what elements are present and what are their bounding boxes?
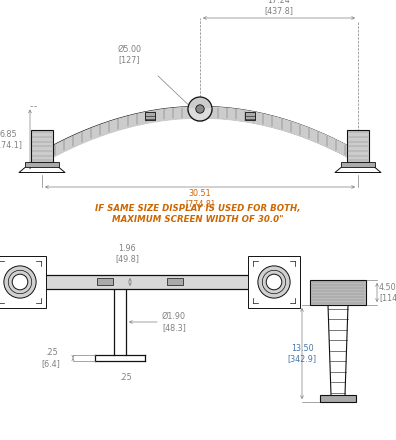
- Text: 13.50
[342.9]: 13.50 [342.9]: [287, 344, 316, 363]
- Bar: [0, 256, 46, 308]
- Circle shape: [12, 274, 28, 290]
- Circle shape: [258, 266, 290, 298]
- Bar: [245, 111, 255, 120]
- Bar: [310, 280, 366, 305]
- Bar: [248, 256, 300, 308]
- Bar: [320, 395, 356, 402]
- Text: 4.50
[114.3]: 4.50 [114.3]: [379, 283, 396, 302]
- Text: 17.24
[437.8]: 17.24 [437.8]: [265, 0, 293, 15]
- Bar: [341, 162, 375, 168]
- Bar: [145, 111, 155, 120]
- Text: 6.85
[174.1]: 6.85 [174.1]: [0, 130, 23, 149]
- Circle shape: [196, 105, 204, 113]
- Text: .25
[6.4]: .25 [6.4]: [42, 348, 61, 368]
- Text: 30.51
[774.8]: 30.51 [774.8]: [185, 189, 215, 209]
- Text: MAXIMUM SCREEN WIDTH OF 30.0": MAXIMUM SCREEN WIDTH OF 30.0": [112, 214, 284, 224]
- Bar: [25, 162, 59, 168]
- Text: IF SAME SIZE DISPLAY IS USED FOR BOTH,: IF SAME SIZE DISPLAY IS USED FOR BOTH,: [95, 203, 301, 213]
- Bar: [22, 275, 272, 289]
- Text: .25: .25: [119, 373, 131, 382]
- Bar: [347, 131, 369, 162]
- Circle shape: [4, 266, 36, 298]
- Circle shape: [188, 97, 212, 121]
- Text: 1.96
[49.8]: 1.96 [49.8]: [115, 244, 139, 263]
- Bar: [31, 131, 53, 162]
- Bar: [97, 278, 113, 285]
- Bar: [167, 278, 183, 285]
- Text: Ø1.90
[48.3]: Ø1.90 [48.3]: [162, 312, 186, 332]
- Circle shape: [266, 274, 282, 290]
- Text: Ø5.00
[127]: Ø5.00 [127]: [118, 44, 142, 64]
- Polygon shape: [188, 109, 212, 121]
